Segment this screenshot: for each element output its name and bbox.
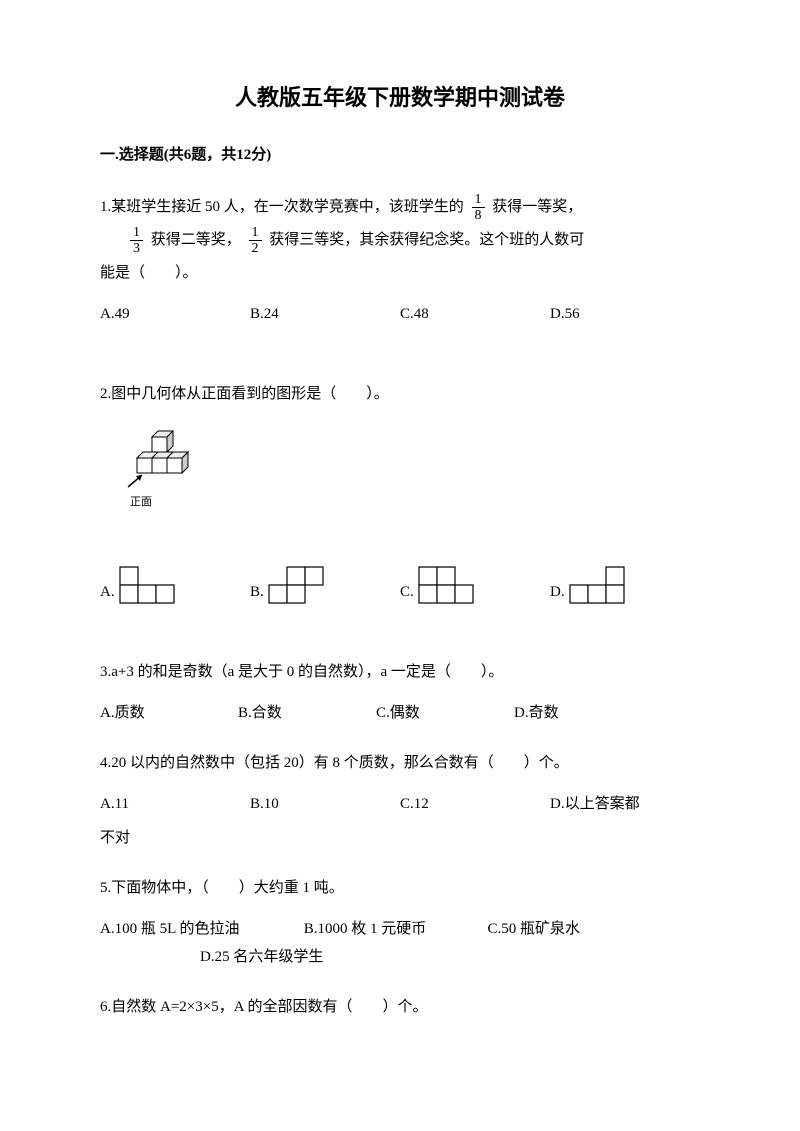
frac-den: 3 <box>130 241 143 256</box>
frac-den: 8 <box>472 208 485 223</box>
section-header: 一.选择题(共6题，共12分) <box>100 143 700 167</box>
q5-option-a: A.100 瓶 5L 的色拉油 <box>100 917 300 941</box>
q1-option-d: D.56 <box>550 302 700 326</box>
q4-option-c: C.12 <box>400 792 550 816</box>
option-label: A. <box>100 580 115 604</box>
q5-option-c: C.50 瓶矿泉水 <box>488 917 581 941</box>
fraction-1-8: 1 8 <box>472 192 485 224</box>
option-label: C. <box>400 580 414 604</box>
fraction-1-2: 1 2 <box>249 225 262 257</box>
option-label: B. <box>250 580 264 604</box>
q1-text-5: 能是（ ）。 <box>100 265 198 281</box>
question-6: 6.自然数 A=2×3×5，A 的全部因数有（ ）个。 <box>100 991 700 1024</box>
shape-b-icon <box>268 566 324 604</box>
shape-c-icon <box>418 566 474 604</box>
question-1-text: 1.某班学生接近 50 人，在一次数学竞赛中，该班学生的 1 8 获得一等奖， … <box>100 191 700 290</box>
q4-option-b: B.10 <box>250 792 400 816</box>
q4-option-d-cont: 不对 <box>100 826 700 850</box>
q1-text-3: 获得二等奖， <box>151 232 241 248</box>
q5-option-d: D.25 名六年级学生 <box>200 945 700 969</box>
q3-options: A.质数 B.合数 C.偶数 D.奇数 <box>100 701 700 725</box>
shape-d-icon <box>569 566 625 604</box>
question-2: 2.图中几何体从正面看到的图形是（ ）。 <box>100 378 700 604</box>
question-6-text: 6.自然数 A=2×3×5，A 的全部因数有（ ）个。 <box>100 991 700 1024</box>
question-3-text: 3.a+3 的和是奇数（a 是大于 0 的自然数），a 一定是（ ）。 <box>100 656 700 689</box>
cube-3d-icon <box>120 429 200 494</box>
q2-option-b: B. <box>250 566 400 604</box>
frac-num: 1 <box>472 192 485 208</box>
frac-num: 1 <box>249 225 262 241</box>
question-5: 5.下面物体中，（ ）大约重 1 吨。 A.100 瓶 5L 的色拉油 B.10… <box>100 872 700 969</box>
q4-option-a: A.11 <box>100 792 250 816</box>
question-2-text: 2.图中几何体从正面看到的图形是（ ）。 <box>100 378 700 411</box>
frac-num: 1 <box>130 225 143 241</box>
q2-option-a: A. <box>100 566 250 604</box>
q4-option-d: D.以上答案都 <box>550 792 700 816</box>
q2-options: A. B. C. D. <box>100 566 700 604</box>
q1-option-a: A.49 <box>100 302 250 326</box>
q1-option-b: B.24 <box>250 302 400 326</box>
shape-a-icon <box>119 566 175 604</box>
q1-option-c: C.48 <box>400 302 550 326</box>
q4-options: A.11 B.10 C.12 D.以上答案都 <box>100 792 700 816</box>
front-label: 正面 <box>130 494 700 512</box>
q3-option-d: D.奇数 <box>514 701 652 725</box>
question-4-text: 4.20 以内的自然数中（包括 20）有 8 个质数，那么合数有（ ）个。 <box>100 747 700 780</box>
fraction-1-3: 1 3 <box>130 225 143 257</box>
q1-text-4: 获得三等奖，其余获得纪念奖。这个班的人数可 <box>269 232 584 248</box>
page-title: 人教版五年级下册数学期中测试卷 <box>100 80 700 115</box>
q5-option-b: B.1000 枚 1 元硬币 <box>304 917 484 941</box>
q2-option-c: C. <box>400 566 550 604</box>
q5-options: A.100 瓶 5L 的色拉油 B.1000 枚 1 元硬币 C.50 瓶矿泉水… <box>100 917 700 969</box>
q1-text-1: 1.某班学生接近 50 人，在一次数学竞赛中，该班学生的 <box>100 199 464 215</box>
q3-option-a: A.质数 <box>100 701 238 725</box>
q1-options: A.49 B.24 C.48 D.56 <box>100 302 700 326</box>
q3-option-c: C.偶数 <box>376 701 514 725</box>
cube-figure: 正面 <box>120 429 700 512</box>
question-3: 3.a+3 的和是奇数（a 是大于 0 的自然数），a 一定是（ ）。 A.质数… <box>100 656 700 725</box>
q1-text-2: 获得一等奖， <box>492 199 582 215</box>
question-4: 4.20 以内的自然数中（包括 20）有 8 个质数，那么合数有（ ）个。 A.… <box>100 747 700 850</box>
question-1: 1.某班学生接近 50 人，在一次数学竞赛中，该班学生的 1 8 获得一等奖， … <box>100 191 700 326</box>
q2-option-d: D. <box>550 566 700 604</box>
frac-den: 2 <box>249 241 262 256</box>
q3-option-b: B.合数 <box>238 701 376 725</box>
question-5-text: 5.下面物体中，（ ）大约重 1 吨。 <box>100 872 700 905</box>
option-label: D. <box>550 580 565 604</box>
